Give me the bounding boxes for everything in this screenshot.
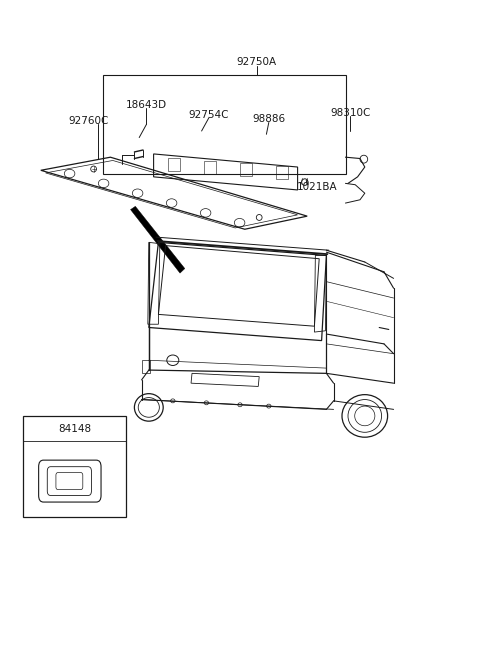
Text: 98310C: 98310C — [330, 107, 371, 118]
Text: 1021BA: 1021BA — [297, 181, 337, 192]
Text: 84148: 84148 — [58, 424, 91, 434]
Text: 98886: 98886 — [252, 114, 286, 124]
Bar — [142, 360, 150, 373]
Bar — [204, 160, 216, 174]
Text: 92750A: 92750A — [237, 57, 277, 67]
Bar — [276, 166, 288, 179]
Bar — [103, 75, 346, 174]
Polygon shape — [131, 206, 185, 273]
Text: 18643D: 18643D — [126, 100, 167, 110]
Text: 92760C: 92760C — [69, 116, 109, 126]
Bar — [168, 158, 180, 171]
Bar — [240, 163, 252, 176]
Bar — [23, 416, 126, 517]
Text: 92754C: 92754C — [189, 109, 229, 120]
